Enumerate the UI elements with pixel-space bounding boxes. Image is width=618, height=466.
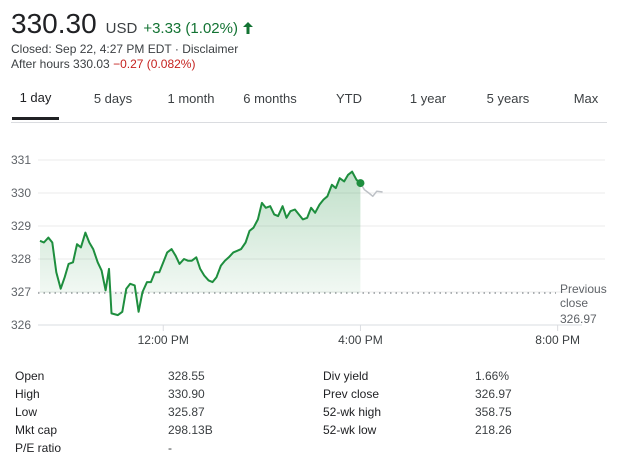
- close-price-dot: [356, 179, 365, 188]
- after-hours-label: After hours 330.03: [11, 57, 110, 71]
- stat-pe-ratio: P/E ratio -: [15, 441, 172, 455]
- range-tabs: 1 day 5 days 1 month 6 months YTD 1 year…: [0, 82, 618, 122]
- tab-5-years[interactable]: 5 years: [486, 91, 530, 106]
- after-hours-line: [359, 182, 383, 198]
- previous-close-label-2: close: [560, 296, 588, 310]
- x-tick-label: 8:00 PM: [535, 333, 580, 347]
- y-tick-label: 327: [11, 285, 31, 299]
- quote-header: 330.30 USD +3.33 (1.02%): [11, 8, 253, 40]
- stat-low: Low 325.87 52-wk high 358.75: [15, 405, 512, 419]
- price-chart[interactable]: 331 330 329 328 327 326 12:00 PM 4:00 PM 8:00 P…: [0, 140, 618, 355]
- tab-1-month[interactable]: 1 month: [167, 91, 215, 106]
- stat-high: High 330.90 Prev close 326.97: [15, 387, 512, 401]
- after-hours-change: −0.27 (0.082%): [113, 57, 196, 71]
- previous-close-label: Previous: [560, 282, 607, 296]
- current-price: 330.30: [11, 8, 97, 39]
- y-tick-label: 326: [11, 318, 31, 332]
- price-area: [40, 171, 361, 316]
- stat-open: Open 328.55 Div yield 1.66%: [15, 369, 510, 383]
- after-hours-row: After hours 330.03 −0.27 (0.082%): [11, 57, 195, 71]
- up-arrow-icon: [242, 21, 253, 34]
- x-tick-label: 12:00 PM: [138, 333, 189, 347]
- tab-6-months[interactable]: 6 months: [243, 91, 297, 106]
- x-tick-label: 4:00 PM: [338, 333, 383, 347]
- price-line: [39, 170, 362, 317]
- tab-ytd[interactable]: YTD: [336, 91, 362, 106]
- stat-mkt-cap: Mkt cap 298.13B 52-wk low 218.26: [15, 423, 512, 437]
- y-tick-label: 329: [11, 219, 31, 233]
- previous-close-value: 326.97: [560, 312, 597, 326]
- currency-label: USD: [105, 20, 138, 37]
- price-change: +3.33 (1.02%): [143, 20, 238, 37]
- y-tick-label: 330: [11, 186, 31, 200]
- y-tick-label: 328: [11, 252, 31, 266]
- tab-5-days[interactable]: 5 days: [93, 91, 133, 106]
- tabs-divider: [11, 122, 607, 123]
- tab-1-year[interactable]: 1 year: [409, 91, 447, 106]
- y-tick-label: 331: [11, 153, 31, 167]
- tab-1-day[interactable]: 1 day: [12, 82, 59, 120]
- tab-max[interactable]: Max: [573, 91, 599, 106]
- closed-timestamp: Closed: Sep 22, 4:27 PM EDT · Disclaimer: [11, 42, 239, 56]
